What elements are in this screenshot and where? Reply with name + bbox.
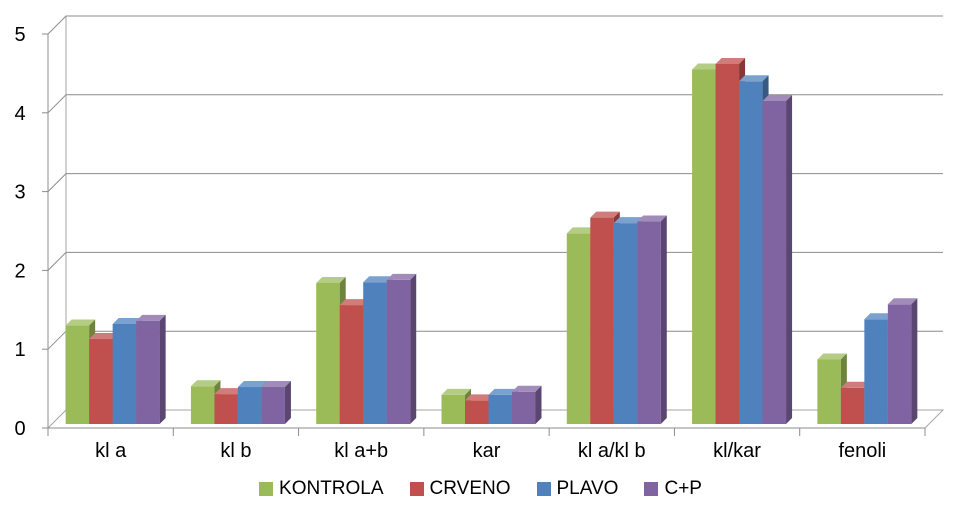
legend-label: PLAVO (556, 478, 619, 499)
bar-top (864, 313, 894, 320)
gridline (47, 94, 943, 114)
bar (261, 387, 285, 424)
bar-side (535, 385, 542, 424)
x-category-label: kar (473, 440, 501, 462)
bar-side (786, 94, 793, 424)
bar (363, 282, 387, 424)
x-category-label: kl a+b (334, 440, 388, 462)
x-category-label: kl/kar (713, 440, 761, 462)
bar-top (89, 332, 119, 339)
y-tick-label: 1 (14, 339, 25, 361)
gridline (47, 251, 943, 271)
bar-top (840, 381, 871, 388)
bar-top (715, 57, 746, 64)
bar-top (65, 319, 96, 326)
bar-top (762, 94, 793, 101)
bar-side (159, 314, 166, 424)
legend-swatch (409, 482, 424, 496)
bar-top (237, 381, 268, 388)
bar-top (887, 298, 918, 305)
bar-top (613, 217, 644, 224)
bar (864, 319, 888, 424)
bar (112, 323, 137, 424)
bar (637, 221, 661, 424)
legend-label: CRVENO (429, 478, 511, 499)
bar (512, 391, 536, 424)
bar (441, 394, 465, 424)
bar-top (316, 277, 346, 284)
bar-side (284, 381, 291, 424)
bar-top (739, 75, 769, 82)
bar-top (339, 299, 370, 306)
legend-swatch (536, 482, 551, 496)
bar (590, 217, 614, 424)
bar-side (410, 273, 417, 424)
bar-side (660, 215, 667, 424)
bar (692, 69, 716, 425)
x-category-label: kl a/kl b (578, 440, 646, 462)
bar-top (590, 211, 620, 218)
bar (386, 279, 411, 424)
legend-item-crveno: CRVENO (409, 478, 511, 500)
bar-top (214, 388, 244, 395)
gridline (47, 15, 943, 35)
bar (566, 233, 591, 424)
gridline (47, 330, 943, 350)
bar (190, 386, 215, 424)
y-tick-label: 4 (14, 103, 25, 125)
bar (613, 223, 638, 424)
bar (237, 387, 262, 424)
bar-top (261, 381, 291, 388)
bar-side (911, 298, 918, 424)
bar (465, 400, 489, 424)
bar-top (566, 227, 597, 234)
y-tick-label: 0 (14, 418, 25, 440)
bar-top (136, 314, 166, 321)
legend-label: C+P (664, 478, 702, 499)
x-category-label: fenoli (838, 440, 886, 462)
bar (89, 338, 113, 424)
y-tick-label: 2 (14, 260, 25, 282)
legend-item-c-p: C+P (644, 478, 702, 500)
legend: KONTROLA CRVENO PLAVO C+P (0, 478, 961, 500)
bar-top (386, 273, 417, 280)
gridline (47, 173, 943, 192)
y-axis-ticks: 0 1 2 3 4 5 (14, 24, 925, 440)
bar (316, 283, 340, 424)
bar (715, 63, 740, 424)
legend-item-plavo: PLAVO (536, 478, 619, 500)
bar-top (441, 388, 471, 395)
grid-lines (46, 15, 945, 429)
bar-top (512, 385, 542, 392)
bar (488, 394, 512, 424)
legend-swatch (644, 482, 659, 496)
bars (65, 57, 918, 425)
bar-top (363, 276, 393, 283)
x-axis-categories: kl a kl b kl a+b kar kl a/kl b kl/kar fenoli (47, 428, 926, 462)
bar (136, 320, 160, 424)
bar-top (488, 388, 518, 395)
y-tick-label: 3 (14, 182, 25, 204)
bar-top (637, 215, 667, 222)
legend-label: KONTROLA (279, 478, 384, 499)
y-tick-label: 5 (14, 24, 25, 46)
bar-top (190, 380, 221, 387)
bar (817, 359, 841, 424)
bar (762, 100, 787, 424)
bar-chart: 0 1 2 3 4 5 kl a kl b kl a+b kar kl a/kl b kl/kar f… (14, 15, 945, 462)
bar-top (692, 63, 722, 70)
bar (214, 394, 238, 424)
x-category-label: kl b (220, 440, 251, 462)
bar-top (112, 317, 143, 324)
bar-top (817, 353, 847, 360)
x-category-label: kl a (95, 440, 127, 462)
bar (887, 304, 912, 424)
bar (339, 305, 364, 424)
legend-item-kontrola: KONTROLA (259, 478, 384, 500)
bar-top (465, 394, 495, 401)
bar (739, 81, 763, 424)
bar (65, 325, 90, 424)
bar (840, 387, 865, 424)
legend-swatch (259, 482, 274, 496)
